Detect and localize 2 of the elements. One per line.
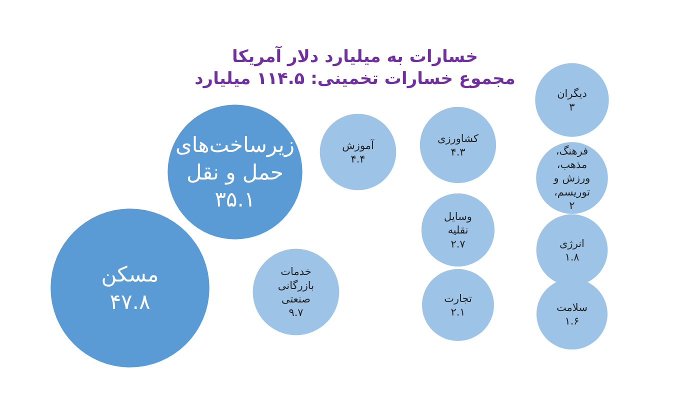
title: خسارات به میلیارد دلار آمریکا: [232, 47, 478, 67]
subtitle: مجموع خسارات تخمینی: ۱۱۴.۵ میلیارد: [194, 69, 516, 89]
